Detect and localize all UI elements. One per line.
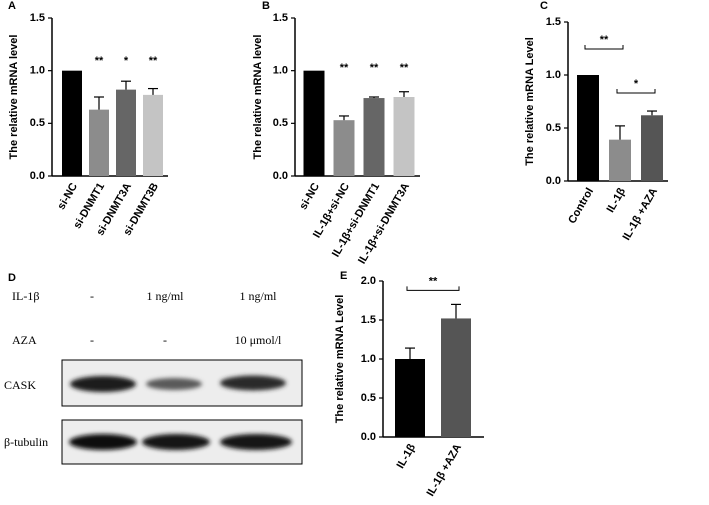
y-tick-label: 1.5 — [30, 12, 45, 24]
panel-label: A — [8, 0, 16, 12]
significance: ** — [600, 34, 609, 46]
lane-label: 1 ng/ml — [239, 289, 277, 303]
y-tick-label: 1.0 — [361, 353, 376, 365]
bar — [577, 75, 599, 181]
bar — [116, 89, 136, 176]
comparison-bracket — [584, 45, 624, 50]
significance: ** — [95, 55, 104, 67]
panel-label: B — [262, 0, 270, 12]
bar — [641, 115, 663, 181]
band — [220, 375, 286, 391]
y-tick-label: 0.0 — [546, 175, 561, 187]
lane-label: 10 μmol/l — [235, 333, 282, 347]
y-axis-label: The relative mRNA level — [8, 35, 20, 160]
y-tick-label: 1.5 — [546, 16, 561, 28]
panel-label: D — [8, 272, 16, 284]
band — [142, 434, 210, 450]
bar — [363, 98, 385, 176]
band — [220, 434, 292, 450]
y-tick-label: 1.0 — [30, 65, 45, 77]
bar — [395, 359, 425, 437]
panel-label: C — [540, 0, 548, 12]
bar — [62, 70, 82, 176]
bands — [69, 375, 292, 450]
y-axis-label: The relative mRNA Level — [524, 37, 536, 166]
y-tick-label: 1.0 — [273, 65, 288, 77]
protein-label: β-tubulin — [4, 435, 48, 449]
y-tick-label: 0.0 — [273, 170, 288, 182]
bar — [333, 120, 355, 176]
x-tick-label: IL-1β — [605, 186, 629, 215]
y-tick-label: 0.5 — [30, 117, 45, 129]
bar — [393, 97, 415, 176]
significance: ** — [429, 275, 438, 287]
treatment-label: AZA — [12, 333, 37, 347]
lane-label: - — [90, 289, 94, 303]
band — [70, 376, 136, 392]
y-tick-label: 0.5 — [273, 117, 288, 129]
significance: ** — [400, 62, 409, 74]
comparison-bracket — [616, 89, 656, 94]
y-axis-label: The relative mRNA level — [252, 35, 264, 160]
comparison-bracket — [406, 286, 460, 291]
significance: * — [634, 78, 639, 90]
lane-label: 1 ng/ml — [146, 289, 184, 303]
y-tick-label: 0.0 — [30, 170, 45, 182]
band — [69, 434, 137, 450]
y-tick-label: 0.5 — [546, 122, 561, 134]
band — [146, 378, 202, 390]
significance: ** — [340, 62, 349, 74]
treatment-label: IL-1β — [12, 289, 39, 303]
bar — [143, 94, 163, 176]
bar — [441, 318, 471, 437]
protein-label: CASK — [4, 378, 36, 392]
lane-label: - — [90, 333, 94, 347]
y-tick-label: 1.5 — [361, 314, 376, 326]
significance: ** — [370, 62, 379, 74]
panel-d: D IL-1β - 1 ng/ml 1 ng/ml AZA - - 10 μmo… — [4, 272, 303, 465]
x-tick-label: IL-1β — [395, 442, 419, 471]
bar — [89, 109, 109, 176]
significance: * — [124, 55, 129, 67]
bar — [609, 139, 631, 181]
panel-label: E — [340, 270, 347, 282]
lane-label: - — [163, 333, 167, 347]
significance: ** — [149, 55, 158, 67]
y-tick-label: 1.0 — [546, 69, 561, 81]
y-tick-label: 0.5 — [361, 392, 376, 404]
x-tick-label: si-NC — [55, 181, 80, 212]
x-tick-label: IL-1β +AZA — [425, 442, 465, 499]
y-tick-label: 1.5 — [273, 12, 288, 24]
y-tick-label: 2.0 — [361, 275, 376, 287]
x-tick-label: Control — [566, 186, 596, 226]
x-tick-label: si-NC — [297, 181, 322, 212]
bar — [303, 70, 325, 176]
y-tick-label: 0.0 — [361, 431, 376, 443]
y-axis-label: The relative mRNA Level — [334, 295, 346, 424]
